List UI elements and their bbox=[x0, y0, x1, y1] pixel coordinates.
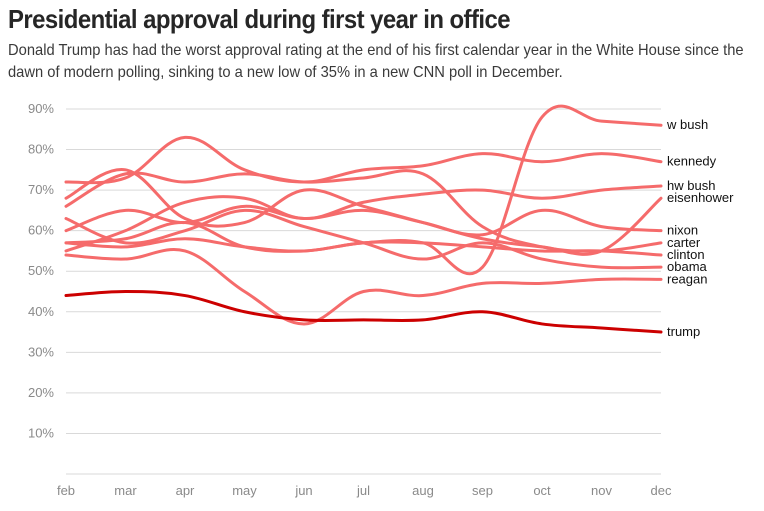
y-tick-label: 10% bbox=[28, 425, 54, 440]
chart-subtitle: Donald Trump has had the worst approval … bbox=[8, 42, 744, 81]
series-label-obama: obama bbox=[667, 259, 708, 274]
series-line-kennedy bbox=[64, 135, 663, 185]
x-tick-label: dec bbox=[651, 483, 672, 498]
series-lines bbox=[64, 104, 663, 334]
x-tick-label: sep bbox=[472, 483, 493, 498]
series-label-w-bush: w bush bbox=[666, 117, 708, 132]
y-tick-label: 50% bbox=[28, 263, 54, 278]
series-line-trump bbox=[64, 290, 663, 334]
series-label-eisenhower: eisenhower bbox=[667, 190, 734, 205]
x-tick-label: jun bbox=[294, 483, 312, 498]
y-tick-label: 70% bbox=[28, 182, 54, 197]
x-tick-label: nov bbox=[591, 483, 612, 498]
series-line-hw-bush bbox=[64, 184, 663, 253]
series-label-carter: carter bbox=[667, 235, 701, 250]
series-label-clinton: clinton bbox=[667, 247, 705, 262]
y-tick-label: 30% bbox=[28, 344, 54, 359]
series-line-reagan bbox=[64, 248, 663, 326]
y-tick-label: 40% bbox=[28, 304, 54, 319]
x-tick-label: mar bbox=[114, 483, 137, 498]
series-label-nixon: nixon bbox=[667, 223, 698, 238]
series-label-kennedy: kennedy bbox=[667, 154, 717, 169]
gridlines bbox=[66, 108, 661, 475]
x-tick-label: may bbox=[232, 483, 257, 498]
y-tick-label: 60% bbox=[28, 223, 54, 238]
series-line-nixon bbox=[64, 204, 663, 237]
series-label-trump: trump bbox=[667, 324, 700, 339]
y-tick-label: 90% bbox=[28, 101, 54, 116]
y-axis-ticks: 10% 20% 30% 40% 50% 60% 70% 80% 90% bbox=[28, 101, 54, 440]
x-tick-label: apr bbox=[176, 483, 195, 498]
x-axis-ticks: feb mar apr may jun jul aug sep oct nov dec bbox=[57, 483, 672, 498]
y-tick-label: 80% bbox=[28, 142, 54, 157]
series-line-obama bbox=[64, 208, 663, 270]
x-tick-label: oct bbox=[533, 483, 551, 498]
chart-title: Presidential approval during first year … bbox=[8, 4, 511, 34]
series-label-reagan: reagan bbox=[667, 271, 707, 286]
x-tick-label: aug bbox=[412, 483, 434, 498]
x-tick-label: feb bbox=[57, 483, 75, 498]
y-tick-label: 20% bbox=[28, 385, 54, 400]
series-line-carter bbox=[64, 169, 663, 253]
series-label-hw-bush: hw bush bbox=[667, 178, 715, 193]
x-tick-label: jul bbox=[356, 483, 370, 498]
